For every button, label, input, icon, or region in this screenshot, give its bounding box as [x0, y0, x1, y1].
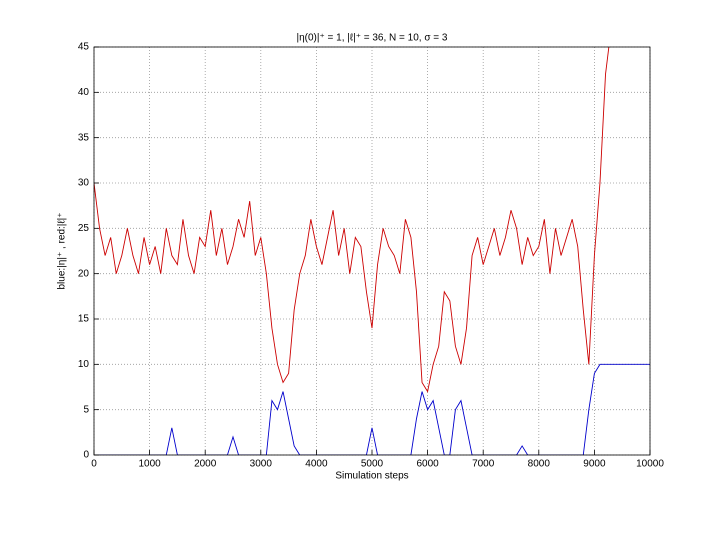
series-line: [94, 47, 610, 393]
y-tick-label: 30: [78, 178, 90, 189]
y-axis-label: blue:|η|⁺ , red:|ℓ|⁺: [57, 213, 68, 290]
x-axis-label: Simulation steps: [335, 471, 408, 482]
y-tick-label: 5: [83, 404, 89, 415]
x-tick-label: 7000: [472, 459, 495, 470]
y-tick-label: 45: [78, 42, 90, 53]
x-tick-label: 8000: [528, 459, 551, 470]
y-tick-label: 35: [78, 132, 90, 143]
x-tick-label: 3000: [250, 459, 273, 470]
x-tick-label: 6000: [416, 459, 439, 470]
x-tick-label: 9000: [583, 459, 606, 470]
x-tick-label: 4000: [305, 459, 328, 470]
y-tick-label: 0: [83, 450, 89, 461]
x-tick-label: 10000: [636, 459, 664, 470]
x-tick-label: 1000: [138, 459, 161, 470]
y-tick-label: 40: [78, 87, 90, 98]
x-tick-label: 2000: [194, 459, 217, 470]
chart-title: |η(0)|⁺ = 1, |ℓ|⁺ = 36, N = 10, σ = 3: [297, 33, 448, 44]
y-tick-label: 25: [78, 223, 90, 234]
y-tick-label: 20: [78, 268, 90, 279]
y-tick-label: 10: [78, 359, 90, 370]
series-line: [94, 363, 650, 455]
x-tick-label: 0: [91, 459, 97, 470]
y-tick-label: 15: [78, 314, 90, 325]
x-tick-label: 5000: [361, 459, 384, 470]
